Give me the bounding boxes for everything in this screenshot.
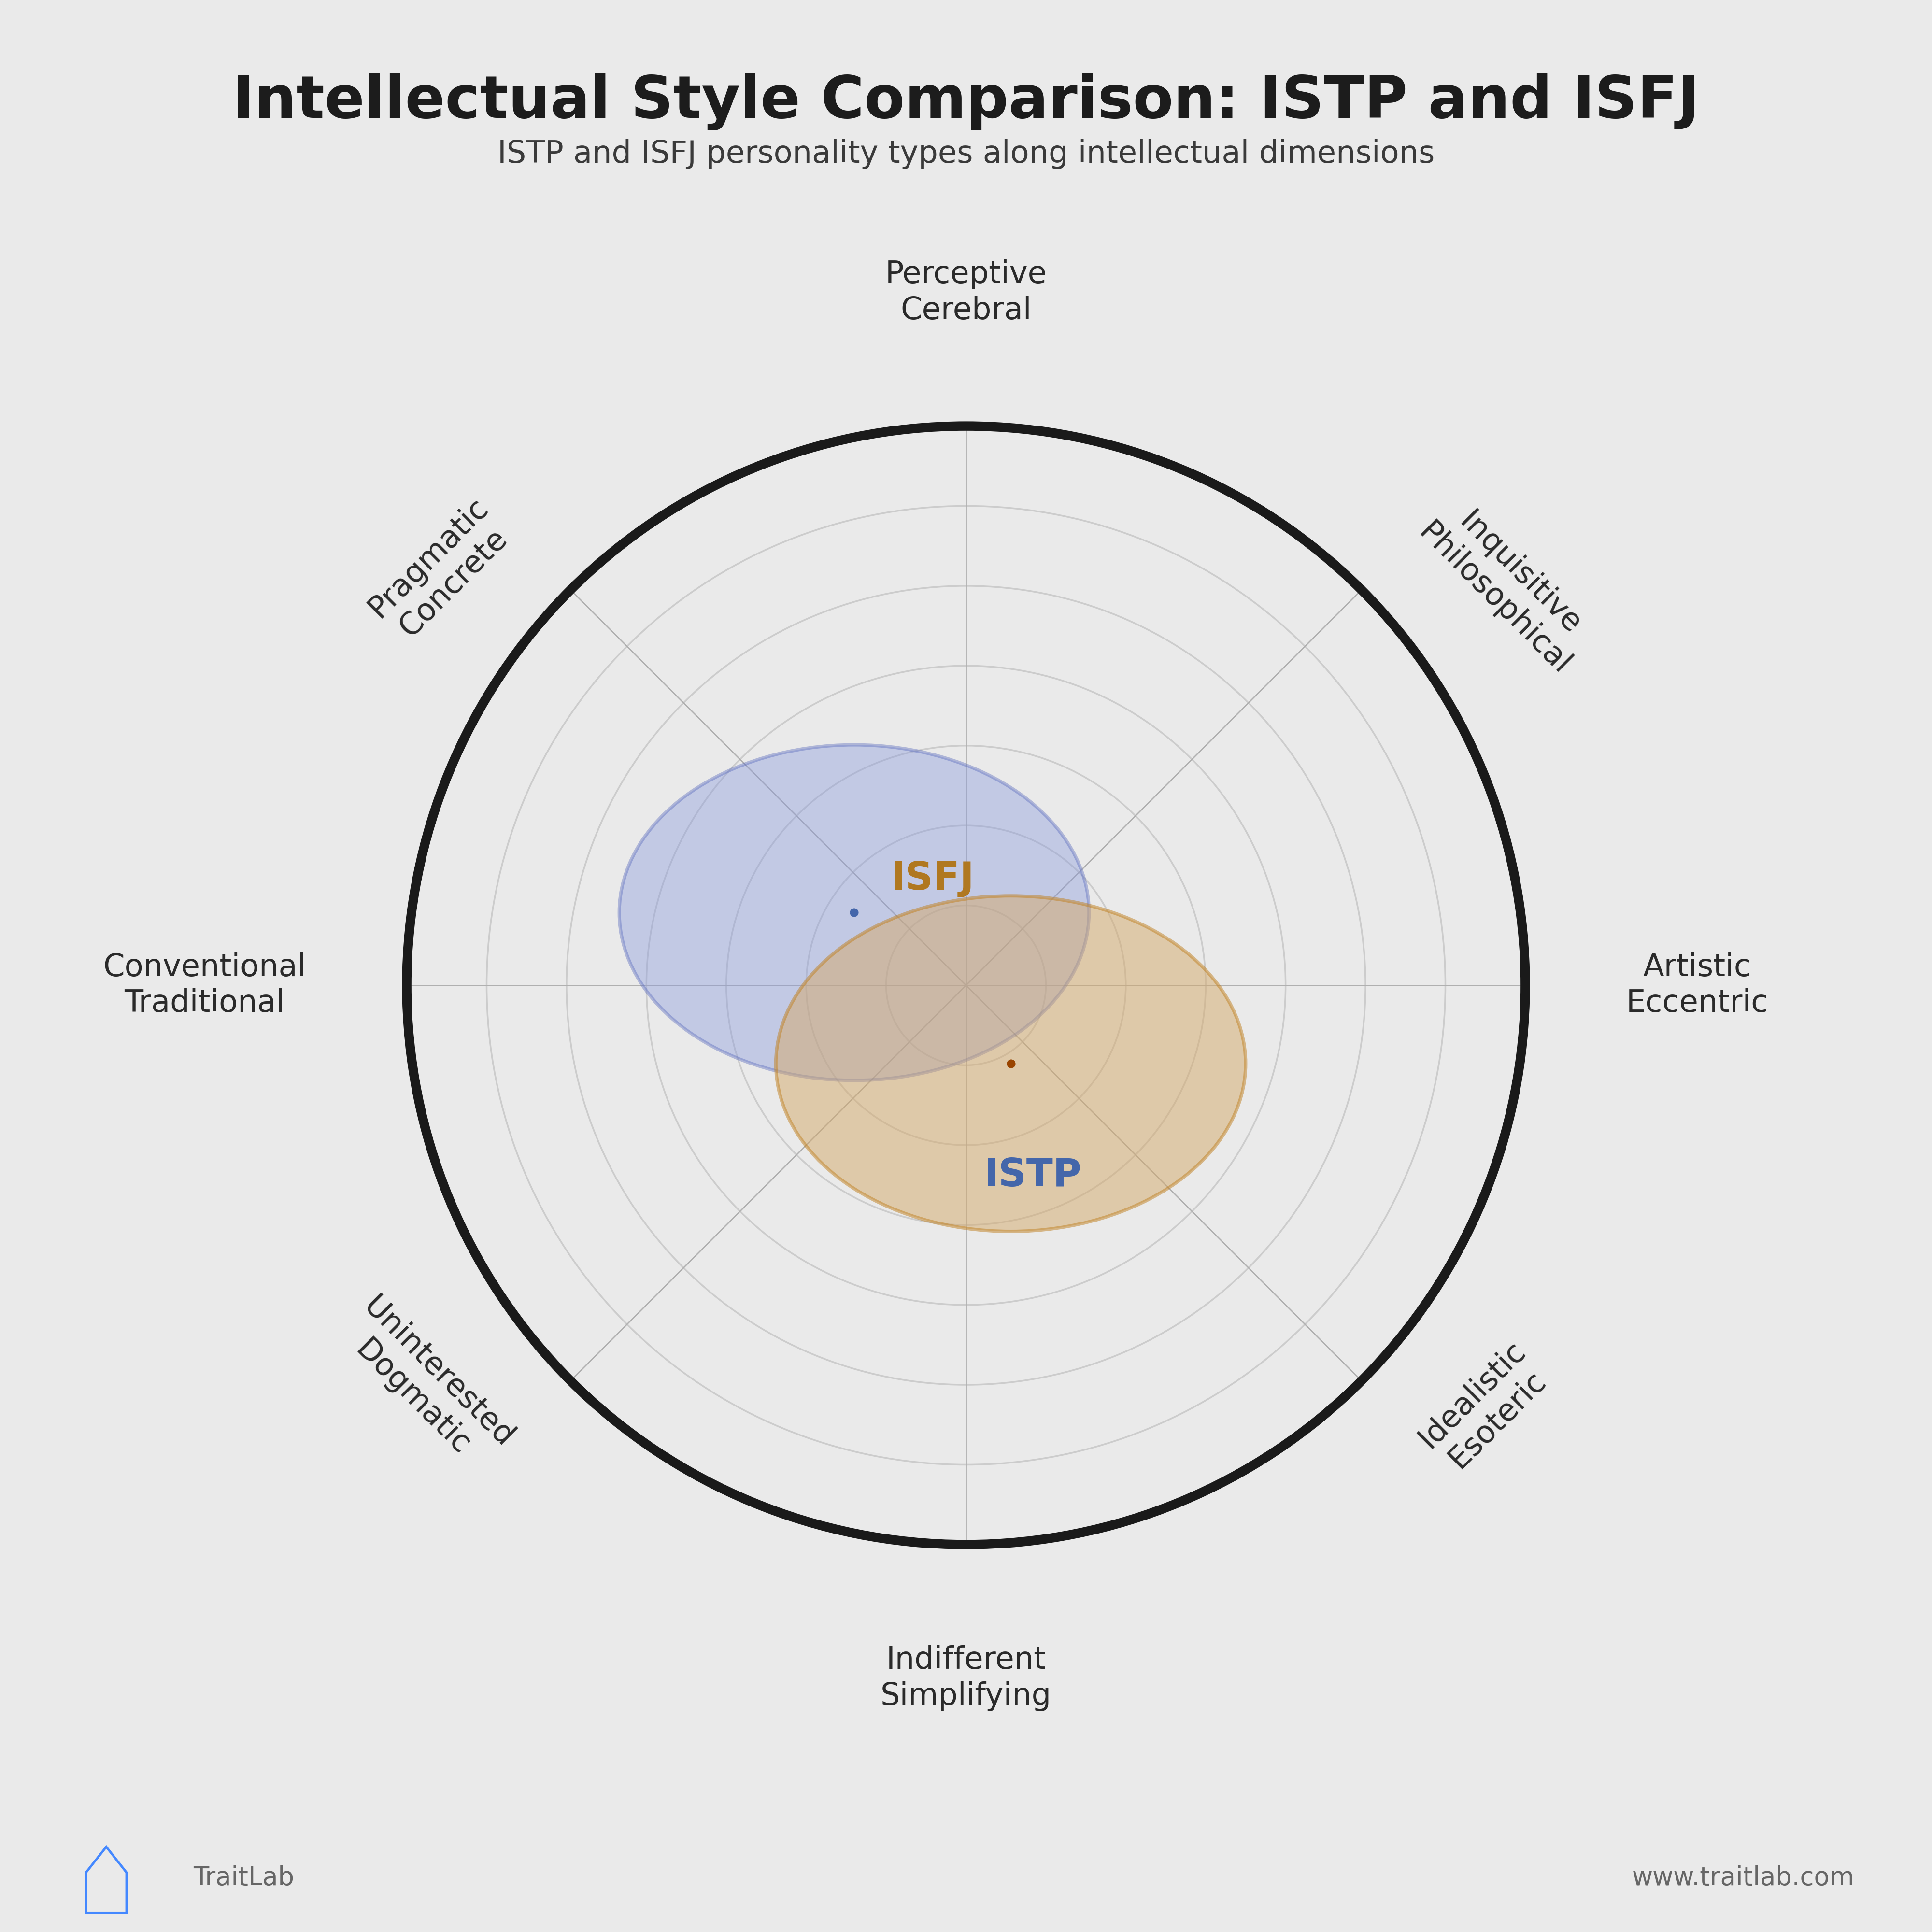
Text: Inquisitive
Philosophical: Inquisitive Philosophical (1412, 493, 1602, 680)
Text: TraitLab: TraitLab (193, 1866, 294, 1889)
Ellipse shape (620, 746, 1090, 1080)
Text: www.traitlab.com: www.traitlab.com (1633, 1866, 1855, 1889)
Text: ISFJ: ISFJ (891, 860, 974, 898)
Text: Pragmatic
Concrete: Pragmatic Concrete (363, 493, 520, 649)
Text: Indifferent
Simplifying: Indifferent Simplifying (881, 1646, 1051, 1712)
Text: Artistic
Eccentric: Artistic Eccentric (1627, 952, 1768, 1018)
Text: Uninterested
Dogmatic: Uninterested Dogmatic (332, 1293, 520, 1478)
Text: Perceptive
Cerebral: Perceptive Cerebral (885, 259, 1047, 325)
Text: Intellectual Style Comparison: ISTP and ISFJ: Intellectual Style Comparison: ISTP and … (232, 73, 1700, 131)
Text: Conventional
Traditional: Conventional Traditional (102, 952, 305, 1018)
Text: Idealistic
Esoteric: Idealistic Esoteric (1412, 1335, 1557, 1478)
Ellipse shape (777, 896, 1246, 1231)
Text: ISTP: ISTP (985, 1157, 1082, 1194)
Text: ISTP and ISFJ personality types along intellectual dimensions: ISTP and ISFJ personality types along in… (497, 139, 1435, 170)
